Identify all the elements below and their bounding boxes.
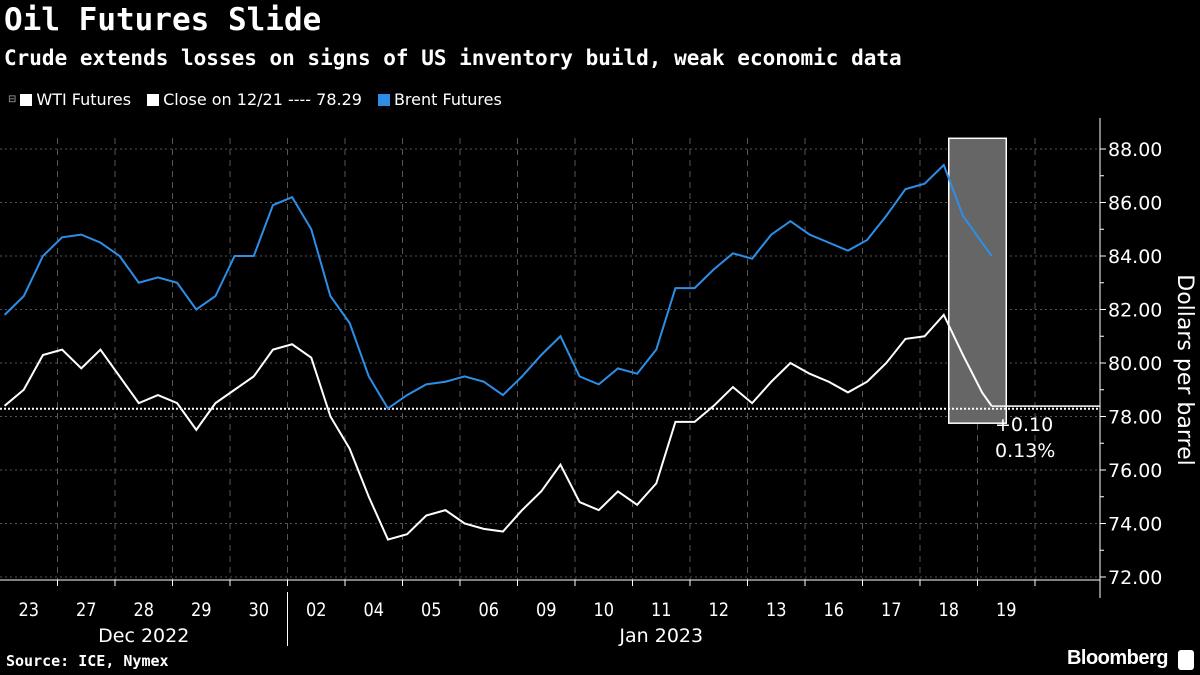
x-tick-label: 19 [996,600,1017,622]
x-tick-label: 28 [133,600,154,622]
series-line-brent [3,163,993,410]
x-tick-label: 29 [191,600,212,622]
x-tick-label: 18 [938,600,959,622]
x-tick-label: 04 [363,600,384,622]
x-tick-label: 23 [18,600,39,622]
y-axis-title: Dollars per barrel [1172,274,1197,465]
legend-swatch [377,93,390,106]
x-tick-label: 02 [306,600,327,622]
x-month-label: Dec 2022 [98,625,189,647]
legend-label: Brent Futures [393,90,502,109]
chart-title: Oil Futures Slide [4,2,322,38]
y-tick-label: 78.00 [1108,407,1162,429]
x-tick-label: 16 [823,600,844,622]
collapse-icon: ⊟ [8,94,17,105]
x-tick-label: 13 [766,600,787,622]
x-tick-label: 30 [248,600,269,622]
y-tick-label: 84.00 [1108,246,1162,268]
legend-swatch [147,93,160,106]
legend-swatch [20,93,33,106]
change-annotation: +0.10 [995,414,1053,436]
bloomberg-chart-icon [1178,650,1194,670]
x-tick-label: 06 [478,600,499,622]
x-tick-label: 11 [651,600,672,622]
chart-subtitle: Crude extends losses on signs of US inve… [4,46,902,70]
bloomberg-logo: Bloomberg [1066,647,1169,669]
y-tick-label: 86.00 [1108,193,1162,215]
x-tick-label: 10 [593,600,614,622]
x-tick-label: 12 [708,600,729,622]
source-note: Source: ICE, Nymex [6,652,169,670]
legend-item-brent[interactable]: Brent Futures [377,90,502,109]
y-tick-label: 76.00 [1108,460,1162,482]
y-tick-label: 88.00 [1108,139,1162,161]
x-tick-label: 05 [421,600,442,622]
legend-label: Close on 12/21 ---- 78.29 [163,90,362,109]
legend: ⊟ WTI Futures Close on 12/21 ---- 78.29 B… [8,90,502,109]
x-tick-label: 09 [536,600,557,622]
legend-label: WTI Futures [36,90,132,109]
legend-item-close[interactable]: Close on 12/21 ---- 78.29 [147,90,362,109]
series-line-wti [3,313,993,541]
legend-item-wti[interactable]: ⊟ WTI Futures [8,90,131,109]
x-tick-label: 27 [76,600,97,622]
y-tick-label: 82.00 [1108,300,1162,322]
y-tick-label: 80.00 [1108,353,1162,375]
x-month-label: Jan 2023 [618,625,703,647]
y-tick-label: 74.00 [1108,514,1162,536]
percent-annotation: 0.13% [995,440,1055,462]
x-tick-label: 17 [881,600,902,622]
highlight-box [948,137,1007,424]
y-tick-label: 72.00 [1108,567,1162,589]
